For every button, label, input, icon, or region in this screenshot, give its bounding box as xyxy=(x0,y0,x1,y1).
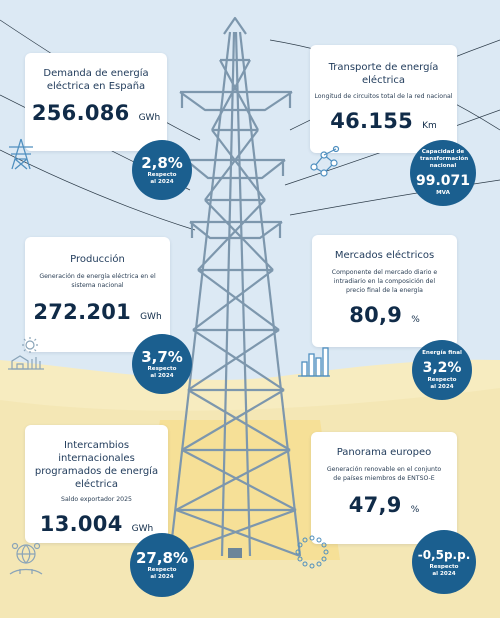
card-mercados: Mercados eléctricos Componente del merca… xyxy=(312,235,457,347)
card-subtitle: Generación de energía eléctrica en el si… xyxy=(39,273,156,289)
card-value: 46.155 xyxy=(330,109,414,133)
card-title: Demanda de energía eléctrica en España xyxy=(43,68,149,92)
card-title: Producción xyxy=(70,254,125,265)
bubble-transporte: Capacidad de transformación nacional 99.… xyxy=(410,140,476,206)
bubble-heading: Energía final xyxy=(422,349,462,356)
card-demanda: Demanda de energía eléctrica en España 2… xyxy=(25,53,167,151)
people-globe-icon xyxy=(9,542,43,575)
card-panorama: Panorama europeo Generación renovable en… xyxy=(311,432,457,544)
solar-house-icon xyxy=(8,337,44,370)
card-value: 256.086 xyxy=(31,101,130,125)
card-subtitle: Componente del mercado diario e intradia… xyxy=(331,269,438,294)
bubble-panorama: -0,5p.p. Respecto al 2024 xyxy=(412,530,476,594)
card-value: 47,9 xyxy=(348,493,402,517)
card-title: Panorama europeo xyxy=(336,447,432,458)
card-unit: Km xyxy=(422,121,437,131)
network-icon xyxy=(310,145,340,177)
card-value: 13.004 xyxy=(39,512,123,536)
card-subtitle: Longitud de circuitos total de la red na… xyxy=(314,93,453,100)
bubble-heading: Capacidad de transformación nacional xyxy=(420,149,469,169)
eu-stars-icon xyxy=(295,535,329,569)
card-subtitle: Generación renovable en el conjunto de p… xyxy=(326,466,442,482)
card-title: Mercados eléctricos xyxy=(334,250,435,261)
tower-base xyxy=(228,548,242,558)
bubble-value: 3,2% xyxy=(422,359,462,376)
card-value: 80,9 xyxy=(349,303,403,327)
bubble-caption: Respecto al 2024 xyxy=(429,564,459,577)
card-unit: % xyxy=(411,315,420,325)
bubble-caption: Respecto al 2024 xyxy=(427,376,457,390)
bubble-value: 2,8% xyxy=(141,154,183,172)
bubble-caption: MVA xyxy=(436,190,450,196)
card-unit: GWh xyxy=(131,524,154,534)
bubble-caption: Respecto al 2024 xyxy=(147,172,177,185)
tower-icon xyxy=(9,138,33,170)
card-unit: GWh xyxy=(140,312,162,322)
card-subtitle: Saldo exportador 2025 xyxy=(61,496,132,503)
card-title: Intercambios internacionales programados… xyxy=(34,440,159,490)
bubble-demanda: 2,8% Respecto al 2024 xyxy=(132,140,192,200)
bar-chart-icon xyxy=(298,347,330,377)
bubble-value: 27,8% xyxy=(135,549,189,567)
card-intercambios: Intercambios internacionales programados… xyxy=(25,425,168,543)
bubble-mercados: Energía final 3,2% Respecto al 2024 xyxy=(412,340,472,400)
card-unit: GWh xyxy=(138,113,161,123)
card-produccion: Producción Generación de energía eléctri… xyxy=(25,237,170,352)
transmission-tower xyxy=(168,16,302,558)
bubble-intercambios: 27,8% Respecto al 2024 xyxy=(130,533,194,597)
card-value: 272.201 xyxy=(33,300,132,324)
card-unit: % xyxy=(410,505,420,515)
card-transporte: Transporte de energía eléctrica Longitud… xyxy=(310,45,457,153)
bubble-value: 3,7% xyxy=(141,348,183,366)
bubble-value: 99.071 xyxy=(415,173,471,189)
bubble-caption: Respecto al 2024 xyxy=(147,366,177,379)
card-title: Transporte de energía eléctrica xyxy=(328,62,439,86)
bubble-value: -0,5p.p. xyxy=(417,548,471,562)
bubble-produccion: 3,7% Respecto al 2024 xyxy=(132,334,192,394)
bubble-caption: Respecto al 2024 xyxy=(147,567,177,580)
